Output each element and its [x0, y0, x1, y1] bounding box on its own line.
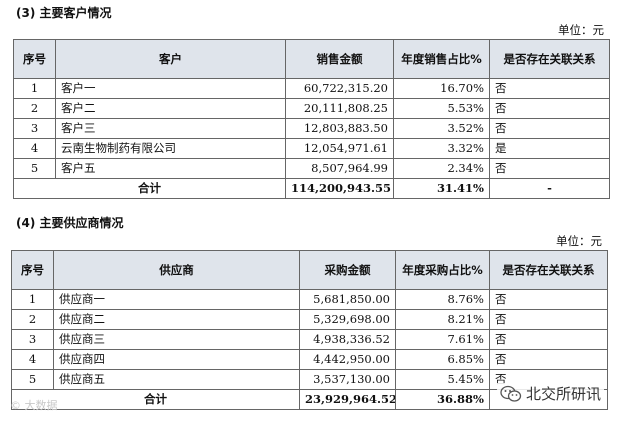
table-row: 2 供应商二 5,329,698.00 8.21% 否	[11, 309, 608, 330]
row-no: 1	[11, 289, 54, 310]
suppliers-table: 序号 供应商 采购金额 年度采购占比% 是否存在关联关系 1 供应商一 5,68…	[11, 250, 608, 410]
customers-heading: (3) 主要客户情况	[16, 6, 112, 20]
row-pct: 2.34%	[393, 158, 490, 179]
row-no: 1	[13, 78, 56, 99]
row-pct: 8.76%	[395, 289, 490, 310]
row-no: 2	[13, 98, 56, 119]
customers-header-row: 序号 客户 销售金额 年度销售占比% 是否存在关联关系	[13, 39, 610, 79]
row-supplier: 供应商四	[53, 349, 300, 370]
row-amount: 12,054,971.61	[285, 138, 394, 159]
watermark-right-text: 北交所研讯	[526, 385, 602, 403]
row-related: 否	[489, 349, 608, 370]
row-related: 否	[489, 158, 610, 179]
total-pct: 36.88%	[395, 389, 490, 410]
row-supplier: 供应商二	[53, 309, 300, 330]
row-amount: 60,722,315.20	[285, 78, 394, 99]
wechat-icon	[500, 385, 522, 402]
row-pct: 8.21%	[395, 309, 490, 330]
row-customer: 客户三	[55, 118, 286, 139]
col-header-purchase-pct: 年度采购占比%	[395, 250, 490, 290]
col-header-no: 序号	[13, 39, 56, 79]
table-row: 1 供应商一 5,681,850.00 8.76% 否	[11, 289, 608, 310]
customers-table: 序号 客户 销售金额 年度销售占比% 是否存在关联关系 1 客户一 60,722…	[13, 39, 610, 199]
row-pct: 5.45%	[395, 369, 490, 390]
suppliers-heading: (4) 主要供应商情况	[16, 216, 124, 230]
row-related: 否	[489, 329, 608, 350]
col-header-sales-amount: 销售金额	[285, 39, 394, 79]
total-amount: 23,929,964.52	[299, 389, 396, 410]
row-related: 否	[489, 309, 608, 330]
row-related: 否	[489, 78, 610, 99]
total-row: 合计 114,200,943.55 31.41% -	[13, 178, 610, 199]
table-row: 1 客户一 60,722,315.20 16.70% 否	[13, 78, 610, 99]
col-header-sales-pct: 年度销售占比%	[393, 39, 490, 79]
table-row: 4 供应商四 4,442,950.00 6.85% 否	[11, 349, 608, 370]
total-pct: 31.41%	[393, 178, 490, 199]
row-customer: 客户五	[55, 158, 286, 179]
row-pct: 5.53%	[393, 98, 490, 119]
row-related: 是	[489, 138, 610, 159]
suppliers-header-row: 序号 供应商 采购金额 年度采购占比% 是否存在关联关系	[11, 250, 608, 290]
row-no: 5	[13, 158, 56, 179]
row-related: 否	[489, 289, 608, 310]
table-row: 3 供应商三 4,938,336.52 7.61% 否	[11, 329, 608, 350]
suppliers-unit-label: 单位：元	[556, 234, 602, 248]
row-amount: 20,111,808.25	[285, 98, 394, 119]
row-supplier: 供应商一	[53, 289, 300, 310]
row-customer: 云南生物制药有限公司	[55, 138, 286, 159]
row-amount: 5,681,850.00	[299, 289, 396, 310]
total-label: 合计	[11, 389, 300, 410]
row-amount: 4,442,950.00	[299, 349, 396, 370]
watermark-left: © 大数据	[10, 399, 58, 412]
row-no: 4	[11, 349, 54, 370]
row-supplier: 供应商三	[53, 329, 300, 350]
row-related: 否	[489, 118, 610, 139]
row-pct: 3.52%	[393, 118, 490, 139]
col-header-no: 序号	[11, 250, 54, 290]
table-row: 2 客户二 20,111,808.25 5.53% 否	[13, 98, 610, 119]
row-no: 3	[13, 118, 56, 139]
row-pct: 7.61%	[395, 329, 490, 350]
row-customer: 客户一	[55, 78, 286, 99]
customers-unit-label: 单位：元	[558, 23, 604, 37]
row-amount: 8,507,964.99	[285, 158, 394, 179]
row-amount: 12,803,883.50	[285, 118, 394, 139]
row-pct: 6.85%	[395, 349, 490, 370]
total-amount: 114,200,943.55	[285, 178, 394, 199]
row-amount: 4,938,336.52	[299, 329, 396, 350]
col-header-customer: 客户	[55, 39, 286, 79]
table-row: 5 客户五 8,507,964.99 2.34% 否	[13, 158, 610, 179]
row-supplier: 供应商五	[53, 369, 300, 390]
row-no: 4	[13, 138, 56, 159]
watermark-right: 北交所研讯	[497, 383, 605, 404]
row-amount: 3,537,130.00	[299, 369, 396, 390]
col-header-purchase-amount: 采购金额	[299, 250, 396, 290]
row-related: 否	[489, 98, 610, 119]
row-pct: 3.32%	[393, 138, 490, 159]
total-label: 合计	[13, 178, 286, 199]
table-row: 3 客户三 12,803,883.50 3.52% 否	[13, 118, 610, 139]
col-header-related: 是否存在关联关系	[489, 250, 608, 290]
row-no: 5	[11, 369, 54, 390]
col-header-supplier: 供应商	[53, 250, 300, 290]
row-customer: 客户二	[55, 98, 286, 119]
row-no: 3	[11, 329, 54, 350]
table-row: 4 云南生物制药有限公司 12,054,971.61 3.32% 是	[13, 138, 610, 159]
total-related: -	[489, 178, 610, 199]
row-pct: 16.70%	[393, 78, 490, 99]
col-header-related: 是否存在关联关系	[489, 39, 610, 79]
row-no: 2	[11, 309, 54, 330]
row-amount: 5,329,698.00	[299, 309, 396, 330]
